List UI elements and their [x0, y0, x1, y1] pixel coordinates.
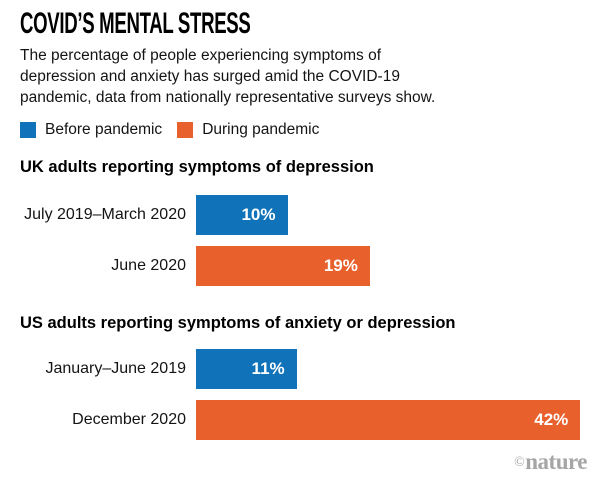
legend-item-during-pandemic: During pandemic [177, 121, 319, 139]
subtitle-line-3: pandemic, data from nationally represent… [20, 89, 436, 106]
bar-row-us-during: December 2020 42% [0, 400, 600, 440]
legend-label: Before pandemic [45, 121, 163, 138]
legend: Before pandemic During pandemic [20, 121, 600, 139]
legend-swatch-orange [177, 122, 194, 138]
chart-subtitle: The percentage of people experiencing sy… [20, 45, 600, 108]
bar-us-during-pandemic: 42% [196, 400, 581, 440]
bar-us-before-pandemic: 11% [196, 349, 297, 389]
chart-title-text: COVID’S MENTAL STRESS [20, 7, 251, 40]
legend-swatch-blue [20, 122, 36, 138]
nature-logo-text: nature [525, 449, 587, 474]
chart-title: COVID’S MENTAL STRESS [20, 9, 600, 39]
row-label: January–June 2019 [45, 360, 186, 377]
bar-uk-before-pandemic: 10% [196, 195, 288, 235]
legend-label: During pandemic [202, 121, 320, 138]
bar-row-us-before: January–June 2019 11% [0, 349, 600, 389]
bar-row-uk-during: June 2020 19% [0, 246, 600, 286]
section-uk: UK adults reporting symptoms of depressi… [0, 157, 600, 286]
section-heading-uk: UK adults reporting symptoms of depressi… [20, 158, 374, 176]
bar-row-uk-before: July 2019–March 2020 10% [0, 195, 600, 235]
row-label: July 2019–March 2020 [24, 206, 186, 223]
section-us-rows: January–June 2019 11% December 2020 42% [0, 349, 600, 440]
bar-uk-during-pandemic: 19% [196, 246, 370, 286]
section-heading-us: US adults reporting symptoms of anxiety … [20, 314, 456, 332]
legend-item-before-pandemic: Before pandemic [20, 121, 162, 139]
row-label: December 2020 [72, 411, 186, 428]
bar-value-label: 11% [251, 359, 285, 378]
bar-value-label: 10% [241, 205, 276, 224]
section-uk-rows: July 2019–March 2020 10% June 2020 19% [0, 195, 600, 286]
copyright-icon: © [514, 455, 525, 470]
bar-value-label: 42% [534, 410, 569, 429]
subtitle-line-1: The percentage of people experiencing sy… [20, 47, 382, 64]
subtitle-line-2: depression and anxiety has surged amid t… [20, 68, 400, 85]
nature-logo: ©nature [514, 449, 587, 475]
bar-value-label: 19% [323, 256, 358, 275]
section-us: US adults reporting symptoms of anxiety … [0, 313, 600, 440]
row-label: June 2020 [111, 257, 186, 274]
